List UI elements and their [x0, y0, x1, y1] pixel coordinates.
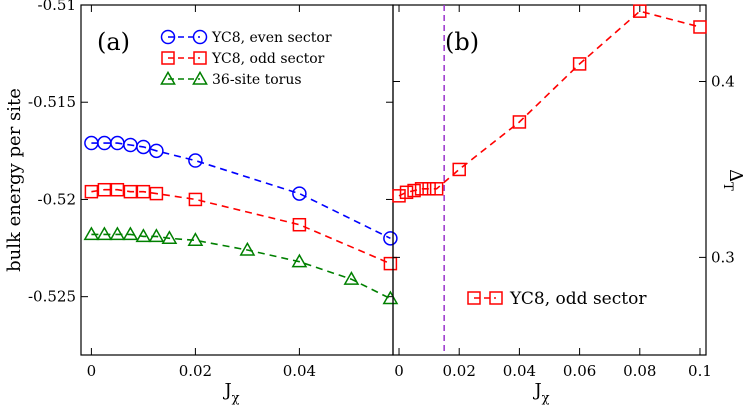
panel-a-label: (a) [97, 28, 130, 56]
panel-a-series-0-point [292, 186, 307, 201]
panel-a-xtick-label: 0.04 [283, 362, 316, 380]
panel-b-series-0-point [399, 185, 414, 200]
panel-a-series-1-point [292, 217, 307, 232]
panel-a-series-1-point [97, 182, 112, 197]
panel-a-series-1-point [84, 184, 99, 199]
panel-a-series-2-point [135, 228, 152, 243]
panel-a: 0 0.02 0.04 -0.525 -0.52 -0.515 -0.51 (a) YC8,… [4, 0, 399, 406]
panel-a-legend: YC8, even sector YC8, odd sector 36-site t… [160, 29, 332, 88]
legend-a-entry: YC8, even sector [211, 30, 332, 46]
panel-a-series-2-line [91, 233, 391, 300]
panel-b-ytick-label: 0.3 [711, 248, 735, 266]
legend-b-entry: YC8, odd sector [509, 289, 647, 309]
panel-a-series-0-point [136, 139, 151, 155]
panel-b-xtick-label: 0.08 [623, 362, 656, 380]
panel-b-xtick-label: 0.02 [443, 362, 476, 380]
panel-a-series-2-point [382, 290, 399, 305]
panel-b-series-0-point [429, 182, 444, 196]
panel-b-xtick-label: 0.06 [563, 362, 596, 380]
panel-b-xtick-label: 0.1 [688, 362, 712, 380]
panel-b-series-0-point [414, 182, 429, 196]
panel-a-series-2-point [122, 226, 139, 241]
legend-b-marker [489, 291, 503, 305]
panel-a-series-0-line [91, 142, 391, 240]
panel-a-series-0-point [188, 153, 203, 168]
panel-a-ytick-label: -0.52 [38, 190, 76, 208]
panel-b-ylabel: ΔT [720, 169, 746, 191]
panel-b-series-0-point [392, 189, 406, 203]
panel-a-series-0-point [383, 231, 398, 246]
panel-b-series-0-point [452, 162, 466, 177]
legend-a-marker [160, 70, 176, 85]
panel-a-series-1-point [123, 184, 138, 199]
panel-a-series-2-point [109, 226, 126, 241]
panel-b-series-0-point [422, 182, 436, 196]
panel-a-xtick-label: 0.02 [179, 362, 212, 380]
legend-a-marker [192, 29, 208, 45]
panel-b-series-0-point [693, 20, 707, 34]
panel-b-xtick-label: 0 [394, 362, 404, 380]
panel-a-series-2-point [161, 230, 178, 245]
panel-b-series-0-point [407, 183, 421, 198]
panel-a-series-2-point [343, 271, 360, 285]
panel-b-xtick-label: 0.04 [503, 362, 536, 380]
legend-a-marker [161, 51, 175, 65]
legend-a-entry: YC8, odd sector [211, 51, 325, 67]
panel-a-series-0-point [149, 143, 164, 159]
panel-a-series-2-point [83, 226, 100, 241]
panel-a-series-2-point [239, 241, 256, 256]
panel-a-series-1-point [383, 256, 398, 271]
panel-a-series-1-point [149, 186, 164, 201]
legend-a-marker [160, 29, 176, 45]
panel-a-series-1-point [110, 182, 125, 197]
panel-b-series-0-point [633, 4, 647, 18]
panel-a-series-1-line [91, 188, 391, 265]
panel-a-xtick-label: 0 [87, 362, 97, 380]
panel-a-series-2-point [291, 253, 308, 268]
panel-a-ytick-label: -0.515 [28, 93, 76, 111]
panel-b-series-0-point [512, 115, 527, 129]
legend-a-marker [193, 51, 207, 65]
panel-a-ytick-label: -0.51 [38, 0, 76, 14]
panel-a-series-2-point [96, 226, 113, 241]
panel-b-series-0-point [572, 57, 587, 71]
legend-a-entry: 36-site torus [212, 72, 302, 88]
panel-b-label: (b) [445, 28, 479, 56]
panel-a-series-2-point [187, 232, 204, 246]
panel-a-xlabel: Jχ [222, 380, 239, 406]
legend-a-marker [192, 70, 208, 85]
legend-b-marker [467, 291, 481, 305]
panel-a-series-1-point [188, 192, 203, 207]
panel-a-ylabel: bulk energy per site [4, 88, 25, 272]
panel-b-frame [392, 4, 707, 356]
panel-b-legend: YC8, odd sector [467, 289, 647, 309]
panel-b-xlabel: Jχ [532, 380, 549, 406]
panel-b: 0 0.02 0.04 0.06 0.08 0.1 0.3 0.4 (b) YC8, odd … [392, 4, 746, 406]
panel-a-ytick-label: -0.525 [28, 288, 76, 306]
panel-a-series-2-point [148, 228, 165, 243]
panel-b-series-0-line [398, 10, 701, 197]
panel-a-series-1-point [136, 184, 151, 199]
panel-b-ytick-label: 0.4 [711, 73, 735, 91]
